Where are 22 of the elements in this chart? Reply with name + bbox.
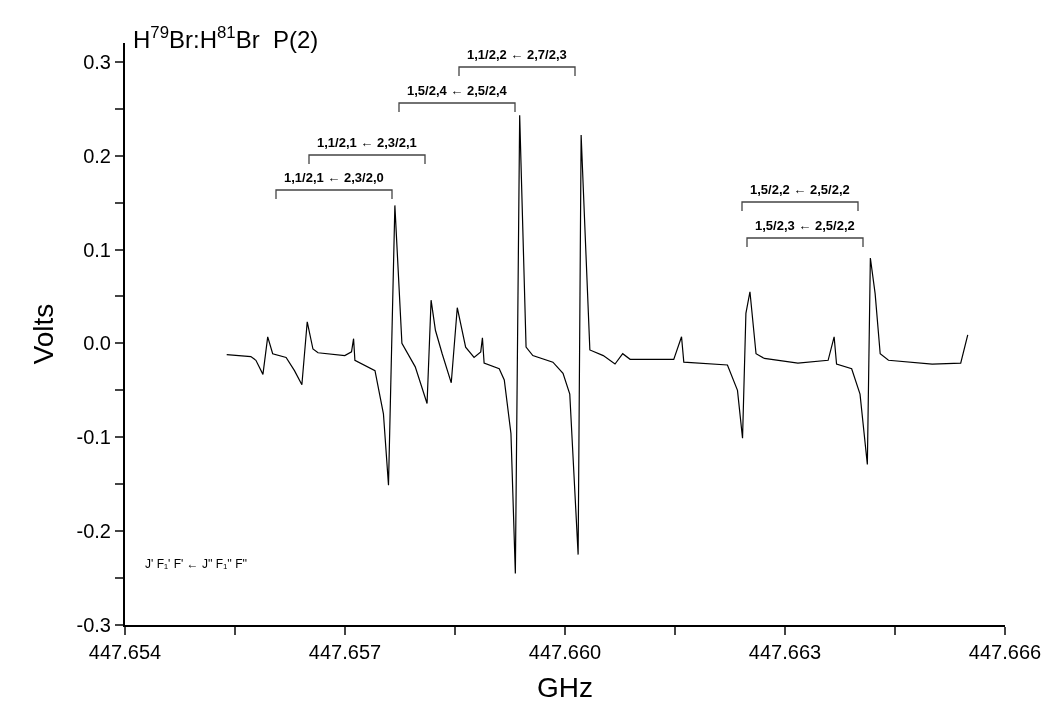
annotation: 1,1/2,1 ← 2,3/2,0 bbox=[284, 170, 384, 185]
annotation: 1,5/2,4 ← 2,5/2,4 bbox=[407, 83, 508, 98]
y-axis-title: Volts bbox=[27, 303, 59, 365]
x-tick-label: 447.660 bbox=[528, 641, 602, 663]
y-tick-label: -0.2 bbox=[76, 520, 111, 543]
x-tick-label: 447.663 bbox=[748, 641, 822, 663]
annotation: J' F₁' F' ← J'' F₁'' F'' bbox=[145, 557, 248, 571]
annotation: 1,1/2,1 ← 2,3/2,1 bbox=[317, 135, 417, 150]
y-tick-label: 0.0 bbox=[83, 332, 111, 355]
annotation: 1,5/2,2 ← 2,5/2,2 bbox=[750, 182, 850, 197]
y-tick-label: 0.3 bbox=[83, 50, 111, 73]
y-tick-label: -0.1 bbox=[76, 426, 111, 449]
chart-title: H$^{79}$Br:H$^{81}$Br P(2) bbox=[133, 23, 319, 54]
x-tick-label: 447.654 bbox=[88, 641, 162, 663]
annotation: 1,1/2,2 ← 2,7/2,3 bbox=[467, 47, 567, 62]
annotation: 1,5/2,3 ← 2,5/2,2 bbox=[755, 218, 855, 233]
y-tick-label: 0.1 bbox=[83, 238, 111, 261]
y-tick-label: 0.2 bbox=[83, 144, 111, 167]
x-tick-label: 447.666 bbox=[968, 641, 1042, 663]
y-tick-label: -0.3 bbox=[76, 614, 111, 636]
x-axis-title: GHz bbox=[537, 671, 593, 703]
x-tick-label: 447.657 bbox=[308, 641, 382, 663]
